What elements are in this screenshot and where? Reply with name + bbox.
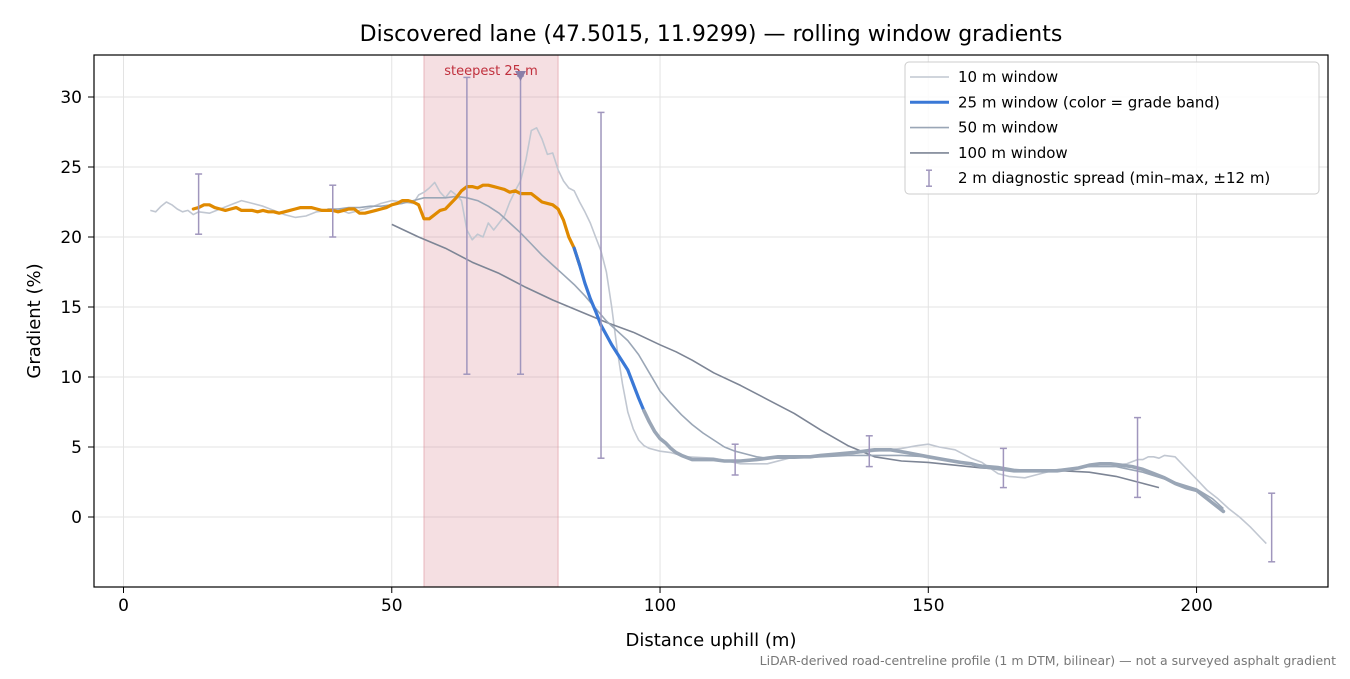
legend-label: 100 m window — [958, 144, 1068, 162]
y-axis-label: Gradient (%) — [24, 263, 45, 378]
y-tick-label: 15 — [60, 298, 82, 318]
steepest-band: steepest 25 m — [423, 54, 559, 588]
diagnostic-spread — [195, 71, 1276, 563]
x-tick-label: 150 — [912, 596, 944, 616]
y-tick-label: 30 — [60, 88, 82, 108]
axis-ticks: 0 50 100 150 200 0 5 10 15 20 25 30 — [60, 88, 1212, 616]
legend-label: 25 m window (color = grade band) — [958, 93, 1220, 111]
legend-label: 2 m diagnostic spread (min–max, ±12 m) — [958, 169, 1270, 187]
series-50m-line — [327, 195, 1224, 510]
x-tick-label: 100 — [644, 596, 676, 616]
steepest-band-rect — [423, 54, 559, 588]
y-tick-label: 25 — [60, 158, 82, 178]
footnote: LiDAR-derived road-centreline profile (1… — [760, 653, 1336, 668]
steepest-marker — [515, 71, 527, 81]
grid-lines — [94, 55, 1328, 587]
series-25m-segment-mid — [572, 246, 651, 424]
x-tick-label: 50 — [381, 596, 403, 616]
series-lines — [150, 127, 1267, 545]
legend-label: 50 m window — [958, 119, 1058, 137]
y-tick-label: 5 — [71, 438, 82, 458]
legend-box — [904, 61, 1320, 195]
x-axis-label: Distance uphill (m) — [626, 630, 797, 651]
y-tick-label: 0 — [71, 508, 82, 528]
steepest-band-label: steepest 25 m — [444, 64, 537, 79]
plot-frame — [93, 54, 1329, 588]
series-25m-segment-steep — [191, 183, 582, 267]
y-tick-label: 10 — [60, 368, 82, 388]
chart-title: Discovered lane (47.5015, 11.9299) — rol… — [360, 22, 1063, 47]
y-tick-label: 20 — [60, 228, 82, 248]
legend-label: 10 m window — [958, 68, 1058, 86]
series-25m-segment-low — [642, 408, 1226, 514]
x-tick-label: 200 — [1180, 596, 1212, 616]
x-tick-label: 0 — [118, 596, 129, 616]
legend: 10 m window 25 m window (color = grade ba… — [904, 61, 1320, 195]
